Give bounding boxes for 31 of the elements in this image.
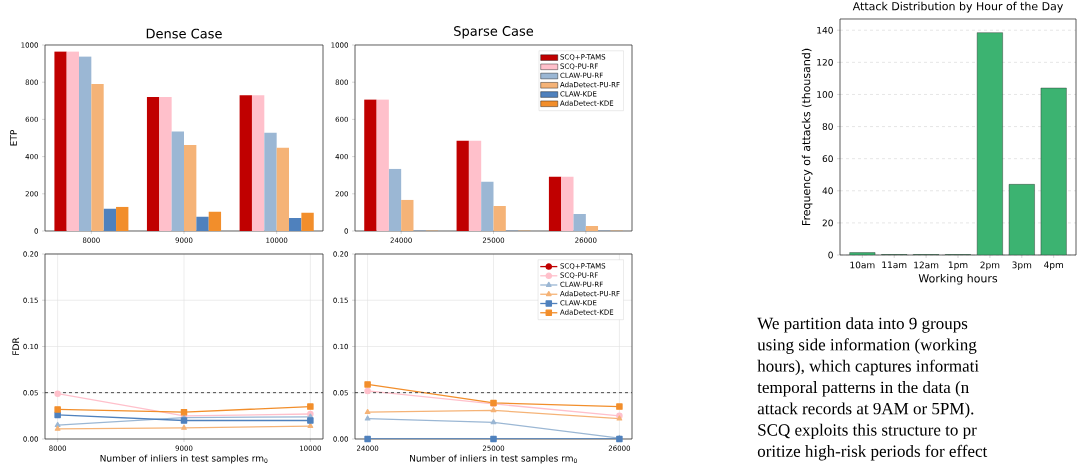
x-axis-title: Number of inliers in test samples rm$_{0}$ (410, 454, 577, 464)
y-tick-label: 140 (817, 26, 833, 34)
y-tick-label: 120 (817, 58, 833, 66)
y-tick-label: 60 (822, 155, 833, 163)
text: oritize high-risk periods for effect (757, 444, 988, 461)
x-tick-label: 4pm (1044, 261, 1064, 270)
y-tick-label: 80 (822, 123, 833, 130)
x-tick-label: 2pm (980, 261, 1000, 271)
y-axis-title: ETP (10, 129, 17, 146)
chart-title: Attack Distribution by Hour of the Day (852, 1, 1064, 13)
text: temporal patterns in the data (n (757, 381, 969, 397)
x-tick-label: 11am (882, 261, 907, 269)
x-tick-label: 10am (850, 261, 875, 269)
text: using side information (working (757, 338, 977, 354)
text: SCQ exploits this structure to pr (758, 423, 977, 440)
y-tick-label: 20 (822, 219, 833, 227)
y-axis-title: Frequency of attacks (thousand) (801, 48, 813, 225)
text: We partition data into 9 groups (757, 317, 968, 333)
text: hours), which captures informati (757, 359, 979, 376)
y-tick-label: 40 (822, 187, 833, 195)
x-axis-title: Number of inliers in test samples rm$_{0}$ (100, 454, 268, 464)
text: attack records at 9AM or 5PM). (757, 402, 974, 418)
x-tick-label: 3pm (1012, 261, 1032, 271)
y-tick-label: 0 (828, 251, 833, 259)
x-tick-label: 12am (914, 261, 939, 269)
chart-title: Sparse Case (454, 26, 534, 39)
x-tick-label: 1pm (948, 261, 968, 270)
chart-title: Dense Case (146, 28, 222, 39)
x-axis-title: Working hours (918, 273, 998, 285)
y-axis-title: FDR (12, 337, 20, 355)
y-tick-label: 100 (817, 91, 833, 98)
